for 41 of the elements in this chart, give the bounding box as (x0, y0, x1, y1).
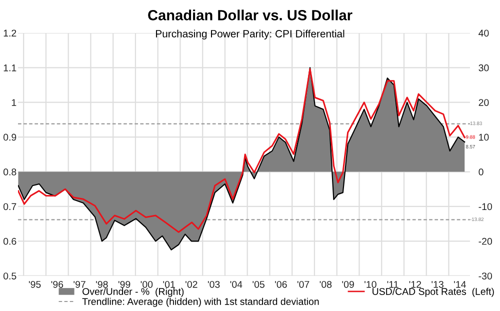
legend-label: USD/CAD Spot Rates (Left) (372, 288, 494, 297)
x-tick-label: '04 (230, 280, 242, 288)
y2-tick-label: 10 (479, 134, 489, 141)
y-tick-label: 1 (12, 99, 16, 106)
x-tick-label: '07 (297, 280, 310, 288)
y-tick-label: 1.1 (4, 64, 16, 72)
x-tick-label: '14 (454, 281, 466, 288)
y-tick-label: 0.9 (3, 134, 16, 141)
x-tick-label: '97 (74, 280, 86, 288)
x-tick-label: '98 (96, 280, 108, 288)
x-tick-label: '01 (163, 280, 175, 288)
x-tick-label: '95 (28, 280, 41, 288)
y-tick-label: 0.8 (3, 168, 16, 176)
x-tick-label: '05 (252, 280, 264, 288)
x-tick-label: '02 (186, 280, 198, 288)
x-tick-label: '00 (140, 280, 153, 288)
y-tick-label: 1.2 (4, 30, 16, 36)
x-tick-label: '03 (208, 280, 220, 288)
y2-tick-label: -10 (478, 203, 492, 210)
x-tick-label: '08 (320, 280, 332, 288)
y2-tick-label: 0 (478, 168, 484, 176)
y2-tick-label: 40 (478, 30, 489, 37)
chart-subtitle: Purchasing Power Parity: CPI Differential (156, 30, 344, 40)
x-tick-label: '06 (275, 280, 287, 288)
text: Trendline: Average (hidden) with 1st standard deviation (82, 298, 319, 307)
legend-label: Over/Under - % (Right) (82, 288, 184, 297)
y-tick-label: 0.5 (3, 272, 16, 280)
y2-tick-label: 30 (478, 64, 489, 72)
x-tick-label: '11 (387, 281, 398, 288)
chart-title: Canadian Dollar vs. US Dollar (148, 10, 352, 20)
y2-tick-label: -20 (478, 238, 492, 245)
x-tick-label: '10 (364, 280, 376, 288)
y2-tick-label: 20 (478, 99, 489, 106)
x-tick-label: '09 (342, 280, 354, 288)
y-tick-label: 0.7 (3, 203, 16, 210)
x-tick-label: '96 (51, 280, 64, 288)
x-tick-label: '99 (118, 280, 130, 288)
x-tick-label: '12 (409, 280, 422, 288)
x-tick-label: '13 (432, 280, 444, 288)
y2-tick-label: -30 (478, 272, 492, 280)
y-tick-label: 0.6 (3, 238, 16, 245)
